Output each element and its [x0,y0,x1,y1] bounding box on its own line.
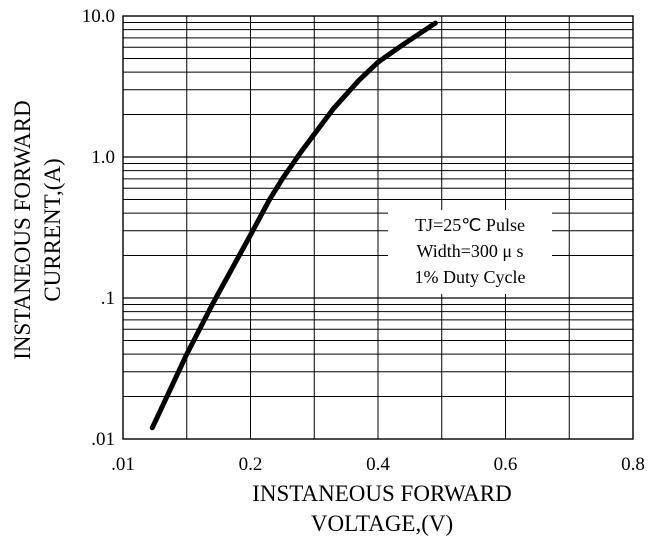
x-tick-label: 0.4 [366,454,390,475]
x-tick-label: .01 [111,454,135,475]
annotation-background [388,210,552,294]
x-axis-title-line: VOLTAGE,(V) [311,511,453,536]
y-axis-title-line: INSTANEOUS FORWARD [10,100,35,360]
plot-frame [122,15,634,440]
y-tick-label: .01 [91,429,115,450]
x-tick-label: 0.8 [621,454,645,475]
tick-labels: .01 0.2 0.4 0.6 0.8 .01 .1 1.0 10.0 [82,6,645,475]
y-tick-label: 1.0 [91,147,115,168]
y-tick-label: .1 [101,288,115,309]
annotation-line: Width=300 μ s [416,241,523,261]
series-group [149,20,438,431]
x-tick-label: 0.2 [239,454,263,475]
y-axis-title-line: CURRENT,(A) [40,158,65,301]
annotation-box: TJ=25℃ Pulse Width=300 μ s 1% Duty Cycle [388,210,552,294]
y-tick-label: 10.0 [82,6,115,27]
x-tick-label: 0.6 [494,454,518,475]
grid [123,16,633,439]
annotation-line: 1% Duty Cycle [415,267,526,287]
y-axis-title: INSTANEOUS FORWARD CURRENT,(A) [10,100,65,360]
annotation-line: TJ=25℃ Pulse [415,215,525,235]
series-line [149,20,438,431]
x-axis-title: INSTANEOUS FORWARD VOLTAGE,(V) [252,481,512,536]
x-axis-title-line: INSTANEOUS FORWARD [252,481,512,506]
